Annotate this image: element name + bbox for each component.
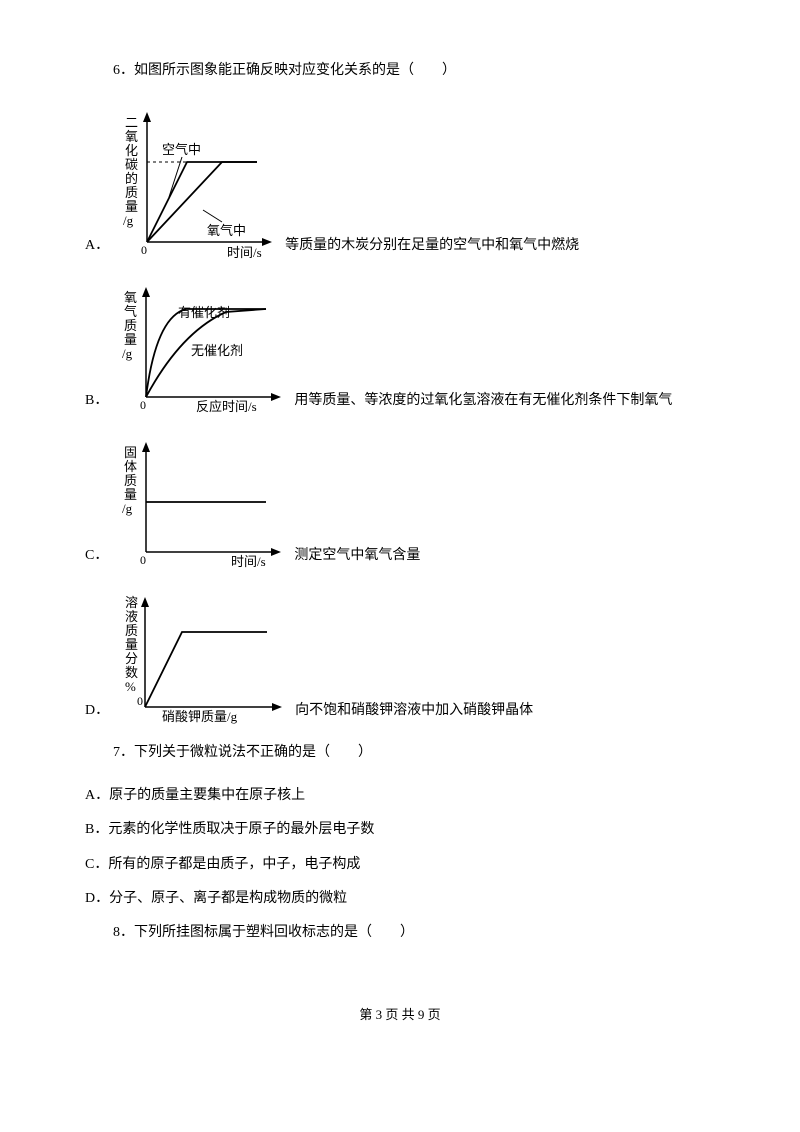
chart-b: 氧 气 质 量 /g 0 反应时间/s 有催化剂 无催化剂 [116,277,286,417]
question-8: 8．下列所挂图标属于塑料回收标志的是（ ） [85,922,715,944]
chart-b-curve2-label: 无催化剂 [191,343,243,358]
option-d-text: 向不饱和硝酸钾溶液中加入硝酸钾晶体 [295,700,533,727]
q6-option-a: A． 二 氧 化 碳 的 质 量 /g 0 时间/s [85,102,715,262]
chart-a-xlabel: 时间/s [227,245,262,260]
chart-a-ylabel: 二 氧 化 碳 的 质 量 /g [123,115,141,228]
q7-option-c: C．所有的原子都是由质子，中子，电子构成 [85,854,715,876]
chart-d-xlabel: 硝酸钾质量/g [162,709,238,724]
q7-option-b: B．元素的化学性质取决于原子的最外层电子数 [85,819,715,841]
q6-option-d: D． 溶 液 质 量 分 数 % 0 硝酸钾质量/g 向不饱和硝酸钾溶液中加入硝… [85,587,715,727]
chart-a-curve2-label: 氧气中 [207,223,246,238]
chart-c-origin: 0 [140,553,146,567]
q6-option-c: C． 固 体 质 量 /g 0 时间/s 测定空气中氧气含量 [85,432,715,572]
question-7: 7．下列关于微粒说法不正确的是（ ） [85,742,715,764]
chart-b-xlabel: 反应时间/s [196,399,257,414]
q7-text: 7．下列关于微粒说法不正确的是（ ） [113,745,372,760]
option-label-d: D． [85,700,109,727]
q6-option-b: B． 氧 气 质 量 /g 0 反应时间/s 有催化剂 无催化剂 用等质量、等浓… [85,277,715,417]
q6-text: 6．如图所示图象能正确反映对应变化关系的是（ ） [113,63,456,78]
option-a-text: 等质量的木炭分别在足量的空气中和氧气中燃烧 [285,235,579,262]
chart-c-xlabel: 时间/s [231,554,266,569]
chart-a-curve1-label: 空气中 [162,142,201,157]
chart-a-origin: 0 [141,243,147,257]
chart-d-ylabel: 溶 液 质 量 分 数 % [125,595,141,694]
q7-option-d: D．分子、原子、离子都是构成物质的微粒 [85,888,715,910]
chart-c: 固 体 质 量 /g 0 时间/s [116,432,286,572]
chart-b-curve1-label: 有催化剂 [178,305,230,320]
q8-text: 8．下列所挂图标属于塑料回收标志的是（ ） [113,925,414,940]
question-6: 6．如图所示图象能正确反映对应变化关系的是（ ） [85,60,715,82]
option-b-text: 用等质量、等浓度的过氧化氢溶液在有无催化剂条件下制氧气 [294,390,672,417]
chart-a: 二 氧 化 碳 的 质 量 /g 0 时间/s 空气中 [117,102,277,262]
q7-option-a: A．原子的质量主要集中在原子核上 [85,785,715,807]
chart-d: 溶 液 质 量 分 数 % 0 硝酸钾质量/g [117,587,287,727]
option-label-c: C． [85,545,108,572]
chart-d-origin: 0 [137,694,143,708]
page-footer: 第 3 页 共 9 页 [85,1005,715,1026]
chart-c-ylabel: 固 体 质 量 /g [122,445,140,516]
option-label-b: B． [85,390,108,417]
chart-b-ylabel: 氧 气 质 量 /g [122,290,140,361]
chart-b-origin: 0 [140,398,146,412]
option-label-a: A． [85,235,109,262]
option-c-text: 测定空气中氧气含量 [294,545,420,572]
